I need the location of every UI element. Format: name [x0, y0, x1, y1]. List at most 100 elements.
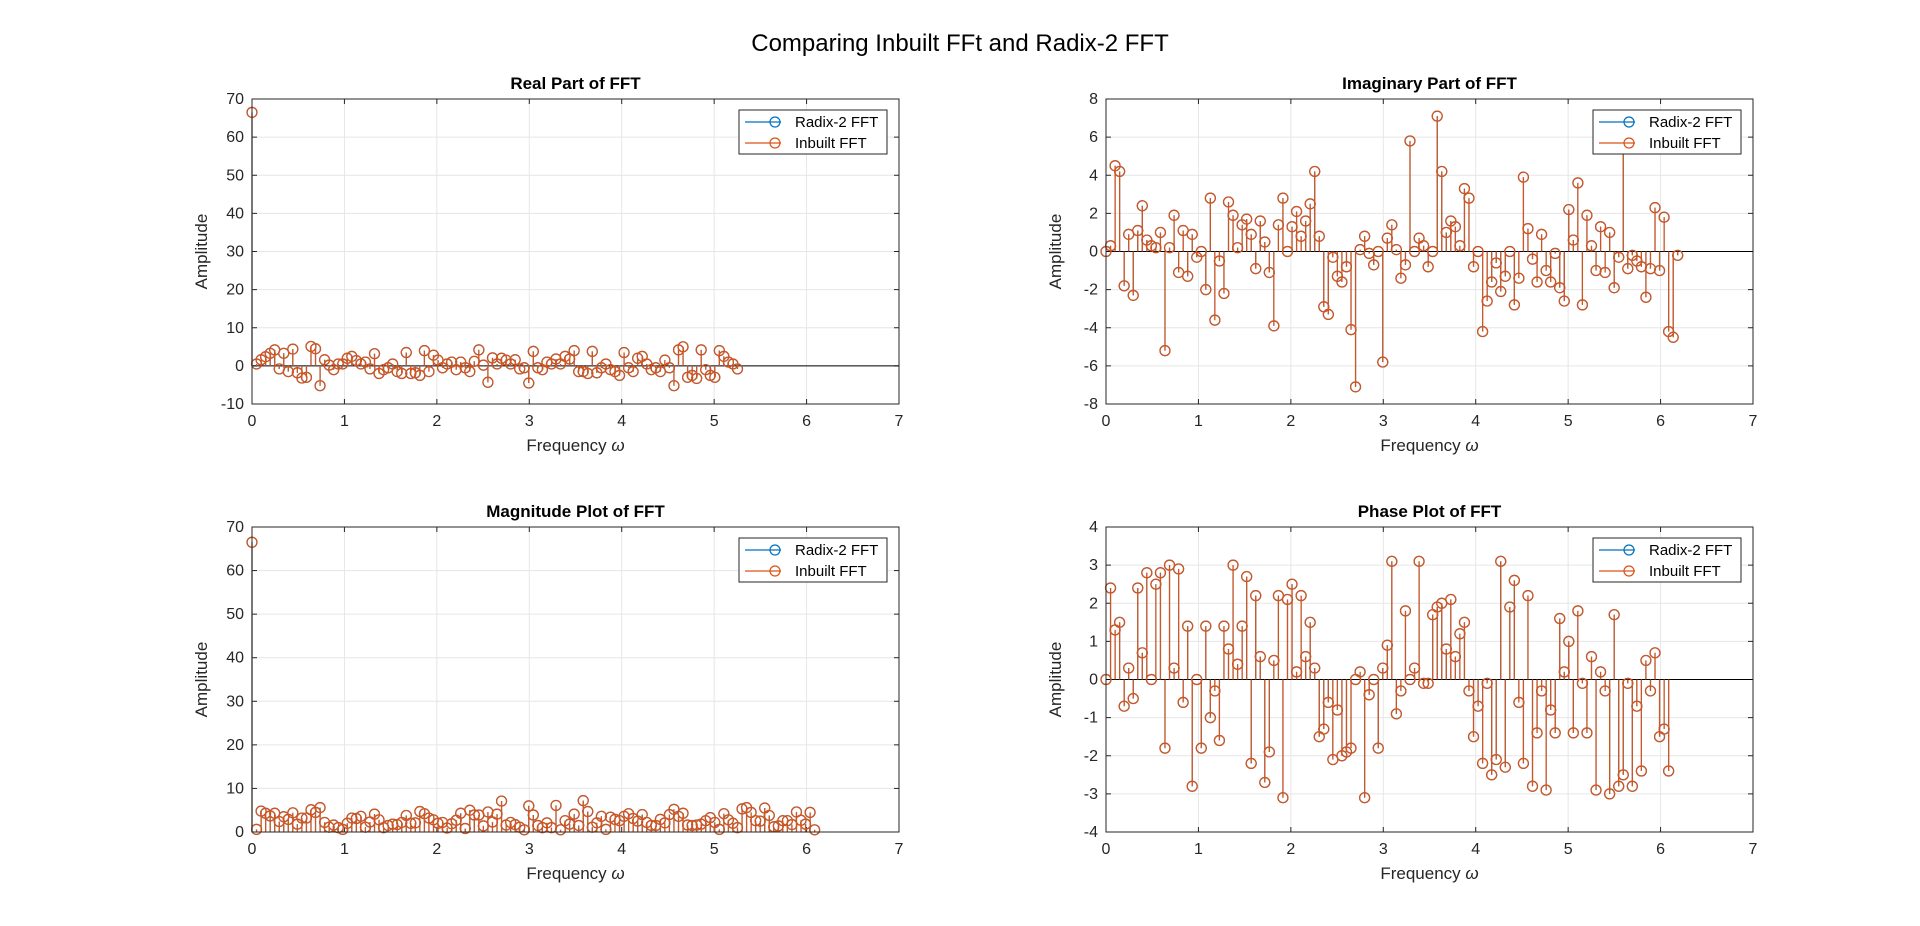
stem-marker	[1200, 284, 1212, 296]
stem-marker	[1481, 295, 1493, 307]
x-tick-label: 5	[710, 413, 719, 430]
stem-marker	[1508, 574, 1520, 586]
x-axis-label: Frequency ω	[526, 864, 624, 883]
stem-marker	[1182, 620, 1194, 632]
x-tick-label: 5	[1564, 841, 1573, 858]
stem-marker	[1386, 555, 1398, 567]
stem-marker	[1209, 314, 1221, 326]
stem-marker	[1486, 769, 1498, 781]
stem-marker	[1227, 559, 1239, 571]
stem-marker	[1640, 654, 1652, 667]
stem-marker	[1295, 590, 1307, 602]
stem-marker	[1313, 230, 1325, 242]
y-tick-label: -10	[221, 396, 244, 413]
legend-entry: Radix-2 FFT	[795, 542, 878, 559]
y-tick-label: 3	[1089, 557, 1098, 574]
stem-marker	[681, 819, 694, 831]
stem-marker	[1250, 590, 1262, 602]
stem-marker	[1132, 582, 1144, 594]
legend-entry: Inbuilt FFT	[1649, 135, 1721, 152]
stem-marker	[1594, 666, 1607, 678]
legend-entry: Radix-2 FFT	[795, 114, 878, 131]
x-tick-label: 4	[617, 841, 626, 858]
legend-box	[738, 109, 888, 155]
subplot-title: Imaginary Part of FFT	[1342, 74, 1517, 93]
stem-marker	[1558, 295, 1570, 307]
stem-marker	[309, 343, 322, 355]
stem-marker	[1531, 727, 1543, 739]
legend-marker	[769, 137, 781, 149]
y-tick-label: 60	[226, 129, 244, 146]
y-tick-label: -6	[1084, 358, 1098, 375]
stem-marker	[1658, 211, 1670, 223]
stem-marker	[314, 380, 326, 392]
x-tick-label: 3	[525, 841, 534, 858]
stem-marker	[1572, 177, 1584, 189]
stem-marker	[1336, 276, 1348, 288]
series-inbuilt-fft	[1100, 555, 1675, 804]
stem-marker	[627, 365, 639, 378]
stem-marker	[1141, 567, 1153, 579]
legend-marker	[769, 116, 781, 128]
stem-marker	[582, 805, 594, 818]
stem-marker	[1399, 605, 1412, 617]
stem-marker	[1563, 635, 1575, 647]
stem-marker	[1540, 784, 1552, 796]
stem-marker	[582, 367, 594, 380]
stem-marker	[1268, 320, 1280, 332]
stem-marker	[355, 810, 367, 822]
stem-marker	[1172, 563, 1185, 575]
x-tick-label: 0	[248, 413, 257, 430]
stem-marker	[1186, 228, 1198, 240]
x-tick-label: 3	[525, 413, 534, 430]
y-tick-label: -8	[1084, 396, 1098, 413]
y-tick-label: 60	[226, 563, 244, 580]
legend-entry: Inbuilt FFT	[795, 135, 867, 152]
stem-marker	[1667, 331, 1679, 343]
stem-marker	[1377, 356, 1389, 368]
stem-marker	[1604, 226, 1616, 239]
stem-marker	[1200, 620, 1212, 632]
stem-marker	[1245, 757, 1257, 769]
legend-marker	[1623, 116, 1635, 128]
stem-marker	[1399, 259, 1412, 271]
stem-marker	[1563, 203, 1575, 216]
x-tick-label: 4	[617, 413, 626, 430]
y-tick-label: 40	[226, 650, 244, 667]
stem-marker	[314, 801, 326, 814]
stem-marker	[1127, 289, 1139, 301]
stem-marker	[1241, 570, 1253, 583]
stem-marker	[1390, 708, 1402, 720]
y-axis-label: Amplitude	[192, 214, 211, 290]
stem-marker	[1517, 171, 1530, 183]
axes-box	[251, 98, 900, 405]
y-tick-label: 2	[1089, 205, 1098, 222]
stem-marker	[1549, 727, 1561, 739]
stem-marker	[1404, 135, 1416, 147]
stem-marker	[1363, 689, 1375, 701]
x-axis-label: Frequency ω	[526, 436, 624, 455]
stem-marker	[495, 795, 508, 807]
legend-marker	[1623, 544, 1635, 556]
y-tick-label: -1	[1084, 710, 1098, 727]
stem-marker	[523, 800, 535, 812]
stem-marker	[418, 345, 431, 357]
x-tick-label: 5	[710, 841, 719, 858]
stem-marker	[1585, 240, 1598, 252]
stem-marker	[1186, 780, 1198, 792]
stem-marker	[364, 363, 376, 375]
stem-marker	[1277, 792, 1289, 804]
y-tick-label: 8	[1089, 91, 1098, 108]
y-tick-label: -3	[1084, 786, 1098, 803]
y-tick-label: 0	[235, 358, 244, 375]
y-tick-label: 4	[1089, 167, 1098, 184]
stem-marker	[1467, 731, 1480, 743]
x-tick-label: 3	[1379, 413, 1388, 430]
stem-marker	[368, 348, 381, 360]
stem-marker	[709, 371, 721, 383]
stem-marker	[1663, 765, 1675, 777]
stem-marker	[1572, 605, 1584, 617]
stem-marker	[300, 371, 313, 383]
x-tick-label: 4	[1471, 413, 1480, 430]
stem-marker	[1286, 578, 1298, 590]
